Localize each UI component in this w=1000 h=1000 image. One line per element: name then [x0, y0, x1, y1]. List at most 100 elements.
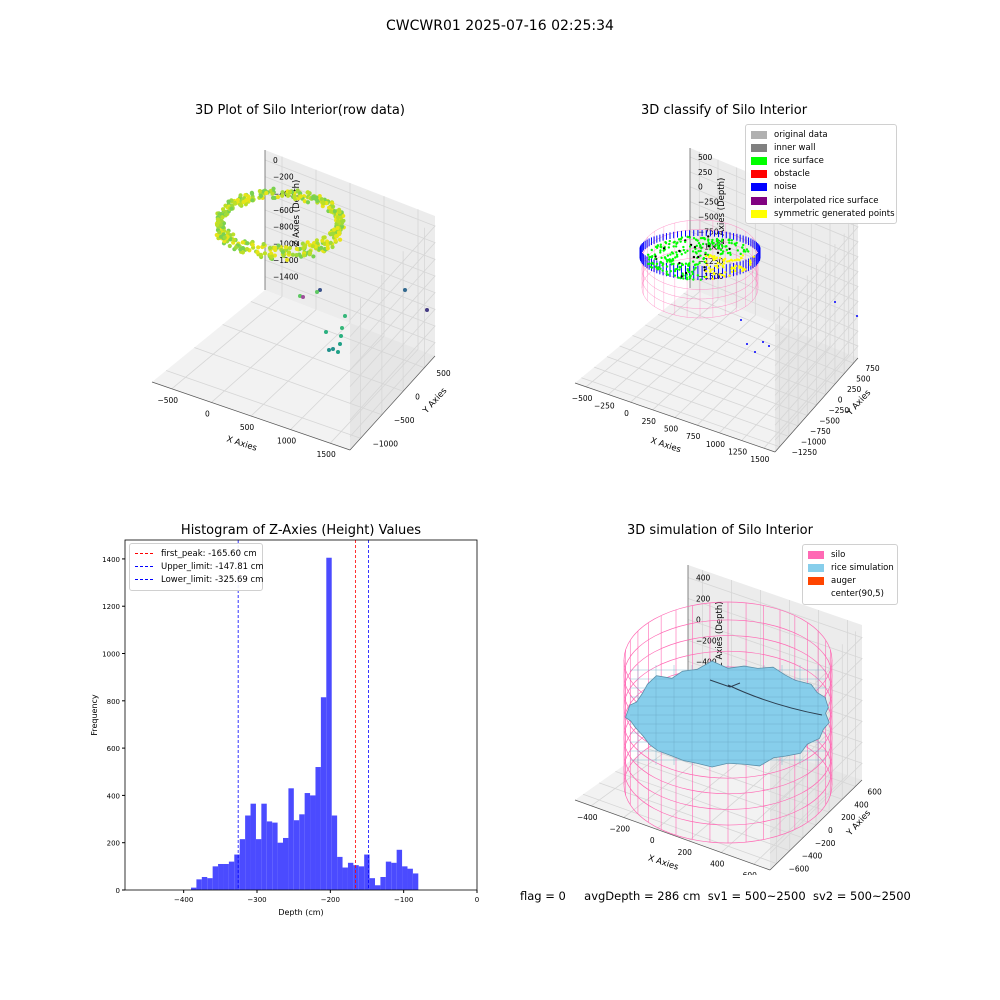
p2-surface-point: [678, 261, 681, 265]
p1-point: [315, 290, 319, 294]
p2-surface-point: [674, 268, 677, 271]
p2-grid-z: [689, 201, 859, 366]
p2-surface-point: [649, 265, 653, 269]
p2-surface-point: [748, 259, 752, 262]
histogram-bar: [412, 873, 419, 890]
p2-surface-point: [656, 244, 660, 247]
p1-grid-y: [222, 324, 404, 392]
p1-point: [307, 251, 313, 256]
legend-entry: symmetric generated points: [751, 207, 895, 220]
p2-surface-point: [679, 276, 682, 280]
p2-surface-point: [707, 241, 710, 245]
p2-surface-point: [682, 245, 685, 249]
p1-point: [238, 202, 243, 207]
p1-point: [233, 245, 239, 250]
legend-line-sample: [135, 553, 153, 555]
p4-x-axis-label: X Axies: [647, 853, 680, 872]
p1-point: [220, 207, 226, 212]
p2-surface-point: [734, 264, 738, 268]
legend-entry: original data: [751, 128, 891, 141]
histogram-bar: [293, 820, 300, 890]
p2-surface-point: [661, 264, 664, 267]
p4-z-tick-label: 400: [696, 574, 711, 583]
p1-z-tick-label: −200: [273, 173, 294, 182]
p2-surface-point: [675, 251, 678, 254]
legend-label: obstacle: [774, 169, 810, 180]
p1-point: [305, 190, 310, 195]
p1-point: [315, 198, 320, 203]
p1-point: [324, 330, 328, 334]
p1-point: [302, 253, 307, 258]
p1-point: [336, 230, 342, 235]
legend-swatch: [751, 143, 767, 152]
p1-point: [281, 253, 286, 258]
p1-point: [286, 250, 292, 255]
p1-point: [221, 232, 226, 237]
p1-point: [229, 206, 234, 211]
p2-surface-point: [678, 249, 681, 253]
p2-y-tick-label: −1000: [801, 437, 827, 446]
p1-x-axis-line: [151, 381, 351, 451]
p2-surface-point: [682, 248, 686, 252]
p2-surface-point: [666, 273, 670, 276]
legend-swatch: [751, 156, 767, 165]
rice-simulation-surface: [625, 660, 830, 768]
p2-surface-point: [659, 251, 662, 254]
p1-point: [243, 193, 248, 198]
histogram-bar: [337, 856, 343, 890]
p1-point: [310, 244, 315, 249]
p2-surface-point: [725, 248, 729, 252]
legend-swatch: [808, 590, 824, 598]
p2-surface-point: [697, 255, 700, 259]
p2-y-tick-label: −750: [810, 427, 831, 436]
p2-noise-point: [768, 345, 770, 347]
p4-grid-y: [582, 793, 777, 864]
p1-point: [301, 245, 306, 251]
legend-entry: center(90,5): [808, 588, 892, 601]
p1-point: [327, 348, 331, 352]
p2-surface-point: [719, 263, 722, 266]
p2-surface-point: [693, 268, 696, 271]
histogram-bar: [364, 854, 370, 890]
legend-swatch: [751, 183, 767, 192]
p2-surface-point: [728, 247, 731, 251]
p2-x-tick-label: 0: [624, 409, 629, 418]
p1-point: [256, 245, 261, 250]
p2-surface-point: [693, 245, 697, 249]
p2-surface-point: [716, 261, 720, 265]
p1-point: [215, 217, 220, 222]
p2-surface-point: [669, 259, 672, 262]
p2-surface-point: [688, 275, 692, 278]
p2-surface-point: [716, 251, 720, 255]
p1-point: [240, 240, 245, 245]
p2-surface-point: [657, 266, 660, 269]
legend-label: silo: [831, 549, 846, 560]
p2-surface-point: [661, 269, 664, 272]
legend-entry: auger: [808, 574, 892, 587]
p2-surface-point: [719, 248, 723, 252]
p2-surface-point: [659, 267, 662, 270]
p1-point: [255, 250, 260, 255]
histogram-y-label: Frequency: [90, 694, 99, 736]
histogram-bar: [347, 862, 354, 890]
p2-surface-point: [710, 240, 714, 244]
p2-surface-point: [724, 271, 727, 274]
p2-surface-point: [728, 259, 731, 263]
p2-surface-point: [670, 251, 674, 254]
p2-surface-point: [718, 256, 722, 260]
p2-surface-point: [727, 238, 731, 241]
p2-surface-point: [675, 242, 678, 245]
status-footer: flag = 0 avgDepth = 286 cm sv1 = 500~250…: [520, 889, 911, 903]
p2-surface-point: [693, 263, 697, 267]
p2-surface-point: [721, 245, 724, 248]
p1-point: [223, 203, 228, 208]
p1-grid-z: [264, 192, 436, 354]
histogram-bar: [277, 842, 284, 890]
p2-surface-point: [662, 249, 665, 252]
histogram-bar: [250, 803, 256, 890]
p2-surface-point: [668, 239, 671, 243]
p1-point: [336, 350, 340, 354]
p2-surface-point: [663, 256, 667, 259]
p1-y-tick-label: 500: [436, 369, 451, 378]
p2-surface-point: [688, 262, 691, 265]
